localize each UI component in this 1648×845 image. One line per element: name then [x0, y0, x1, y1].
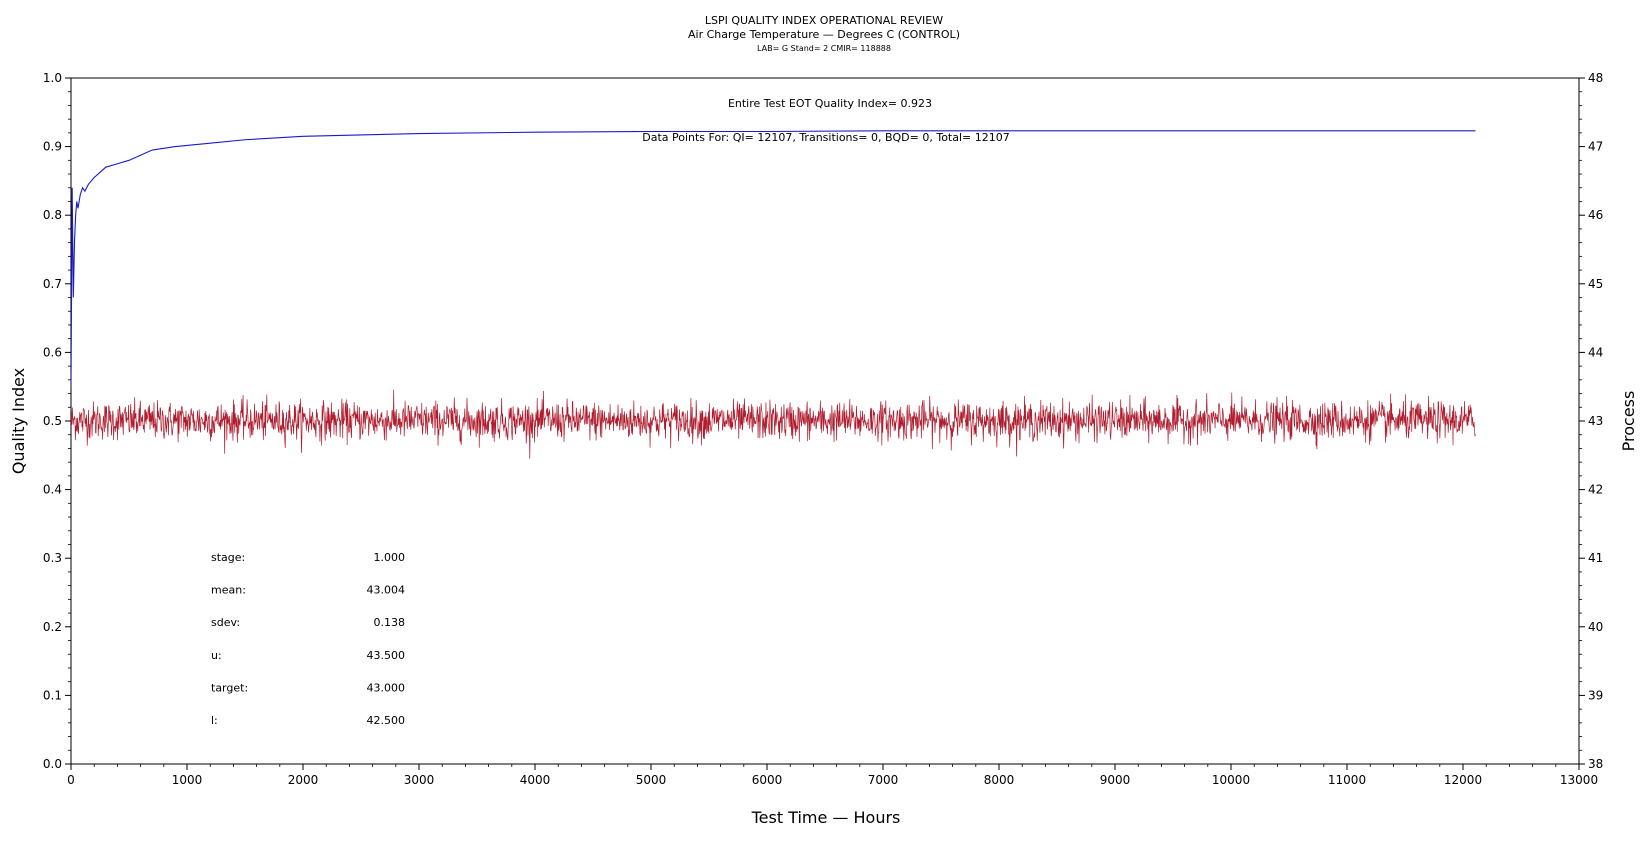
x-tick-label: 9000	[1100, 773, 1131, 787]
y-right-tick-label: 41	[1588, 551, 1603, 565]
x-tick-label: 8000	[984, 773, 1015, 787]
x-tick-label: 5000	[636, 773, 667, 787]
stat-label: l:	[211, 714, 218, 727]
x-tick-label: 6000	[752, 773, 783, 787]
stat-value: 43.500	[367, 649, 406, 662]
stat-value: 1.000	[374, 551, 406, 564]
process-series-line	[71, 389, 1476, 459]
stat-label: sdev:	[211, 616, 240, 629]
stat-value: 42.500	[367, 714, 406, 727]
y-right-tick-label: 43	[1588, 414, 1603, 428]
quality-index-series-line	[71, 130, 1476, 387]
y-left-tick-label: 0.6	[43, 345, 62, 359]
y-left-tick-label: 0.3	[43, 551, 62, 565]
y-left-tick-label: 0.4	[43, 483, 62, 497]
y-right-tick-label: 42	[1588, 483, 1603, 497]
x-tick-label: 3000	[404, 773, 435, 787]
y-left-tick-label: 0.1	[43, 688, 62, 702]
y-left-tick-label: 0.5	[43, 414, 62, 428]
chart-subtitle: Air Charge Temperature — Degrees C (CONT…	[688, 28, 960, 41]
stat-value: 43.004	[367, 584, 406, 597]
x-tick-label: 13000	[1560, 773, 1598, 787]
x-tick-label: 2000	[288, 773, 319, 787]
stat-label: target:	[211, 681, 248, 694]
x-tick-label: 10000	[1212, 773, 1250, 787]
x-tick-label: 1000	[172, 773, 203, 787]
y-left-tick-label: 0.9	[43, 140, 62, 154]
y-right-tick-label: 48	[1588, 71, 1603, 85]
y-right-tick-label: 46	[1588, 208, 1603, 222]
y-right-tick-label: 45	[1588, 277, 1603, 291]
x-tick-label: 11000	[1328, 773, 1366, 787]
chart-title: LSPI QUALITY INDEX OPERATIONAL REVIEW	[705, 14, 943, 27]
stat-label: mean:	[211, 584, 246, 597]
stat-label: stage:	[211, 551, 245, 564]
stat-value: 0.138	[374, 616, 406, 629]
x-tick-label: 7000	[868, 773, 899, 787]
y-left-tick-label: 0.8	[43, 208, 62, 222]
annotation-qi: Entire Test EOT Quality Index= 0.923	[728, 97, 932, 110]
y-left-tick-label: 0.2	[43, 620, 62, 634]
y-right-tick-label: 39	[1588, 688, 1603, 702]
y-left-tick-label: 0.7	[43, 277, 62, 291]
y-right-tick-label: 38	[1588, 757, 1603, 771]
x-axis-label: Test Time — Hours	[751, 808, 901, 827]
y-left-tick-label: 1.0	[43, 71, 62, 85]
y-left-tick-label: 0.0	[43, 757, 62, 771]
stat-label: u:	[211, 649, 222, 662]
x-tick-label: 12000	[1444, 773, 1482, 787]
annotation-data-points: Data Points For: QI= 12107, Transitions=…	[642, 131, 1010, 144]
x-tick-label: 0	[67, 773, 75, 787]
y-right-tick-label: 40	[1588, 620, 1603, 634]
chart-subsubtitle: LAB= G Stand= 2 CMIR= 118888	[757, 44, 891, 53]
stat-value: 43.000	[367, 681, 406, 694]
y-right-tick-label: 47	[1588, 140, 1603, 154]
x-tick-label: 4000	[520, 773, 551, 787]
y-axis-label-right: Process	[1619, 391, 1638, 452]
y-axis-label-left: Quality Index	[9, 368, 28, 474]
y-right-tick-label: 44	[1588, 345, 1603, 359]
